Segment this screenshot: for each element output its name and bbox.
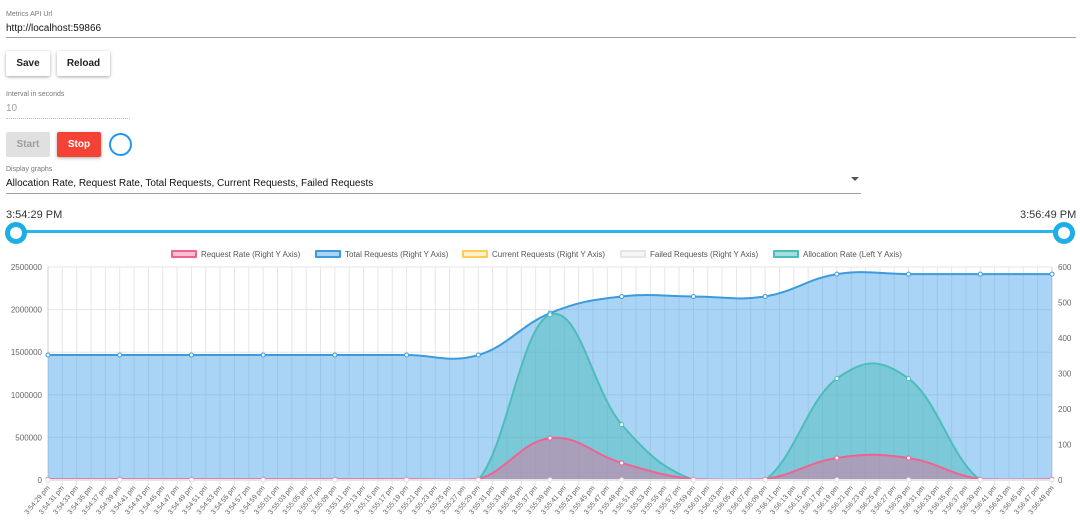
legend-label: Failed Requests (Right Y Axis) bbox=[650, 249, 759, 259]
data-point-failed-requests bbox=[547, 477, 553, 483]
data-point-total-requests bbox=[619, 293, 625, 299]
y-right-tick-label: 0 bbox=[1058, 476, 1063, 485]
data-point-total-requests bbox=[762, 293, 768, 299]
data-point-allocation-rate bbox=[834, 376, 840, 382]
legend-item[interactable]: Allocation Rate (Left Y Axis) bbox=[773, 248, 902, 260]
data-point-failed-requests bbox=[188, 477, 194, 483]
y-right-tick-label: 500 bbox=[1058, 299, 1072, 308]
data-point-failed-requests bbox=[475, 477, 481, 483]
legend-swatch bbox=[620, 250, 646, 258]
y-right-tick-label: 100 bbox=[1058, 441, 1072, 450]
y-left-tick-label: 2500000 bbox=[11, 263, 43, 272]
data-point-failed-requests bbox=[332, 477, 338, 483]
range-start-thumb[interactable] bbox=[5, 222, 27, 244]
stop-button[interactable]: Stop bbox=[57, 132, 101, 157]
data-point-failed-requests bbox=[619, 477, 625, 483]
range-end-label: 3:56:49 PM bbox=[1020, 209, 1077, 221]
data-point-total-requests bbox=[1049, 271, 1055, 277]
legend-item[interactable]: Request Rate (Right Y Axis) bbox=[171, 248, 300, 260]
metrics-api-underline bbox=[6, 37, 1076, 38]
data-point-total-requests bbox=[45, 352, 51, 358]
chevron-down-icon[interactable] bbox=[851, 177, 859, 181]
data-point-failed-requests bbox=[117, 477, 123, 483]
range-start-label: 3:54:29 PM bbox=[6, 209, 63, 221]
data-point-failed-requests bbox=[906, 477, 912, 483]
legend-swatch bbox=[171, 250, 197, 258]
data-point-total-requests bbox=[906, 271, 912, 277]
data-point-allocation-rate bbox=[547, 312, 553, 318]
y-left-tick-label: 1500000 bbox=[11, 348, 43, 357]
metrics-api-label: Metrics API Url bbox=[6, 11, 53, 18]
data-point-request-rate bbox=[834, 455, 840, 461]
interval-input[interactable]: 10 bbox=[6, 103, 18, 114]
data-point-failed-requests bbox=[762, 477, 768, 483]
data-point-total-requests bbox=[690, 293, 696, 299]
loading-spinner-icon bbox=[109, 133, 132, 156]
metrics-chart: 0 500000 1000000 1500000 2000000 2500000 0 100 2… bbox=[11, 263, 1072, 516]
data-point-failed-requests bbox=[45, 477, 51, 483]
display-graphs-label: Display graphs bbox=[6, 166, 53, 173]
data-point-request-rate bbox=[619, 460, 625, 466]
y-right-tick-label: 200 bbox=[1058, 405, 1072, 414]
legend-label: Allocation Rate (Left Y Axis) bbox=[803, 249, 902, 259]
legend-label: Request Rate (Right Y Axis) bbox=[201, 249, 301, 259]
y-left-tick-label: 500000 bbox=[15, 433, 42, 442]
data-point-request-rate bbox=[547, 435, 553, 441]
legend-item[interactable]: Current Requests (Right Y Axis) bbox=[462, 248, 605, 260]
data-point-failed-requests bbox=[690, 477, 696, 483]
data-point-request-rate bbox=[906, 455, 912, 461]
legend-label: Total Requests (Right Y Axis) bbox=[345, 249, 449, 259]
data-point-total-requests bbox=[117, 352, 123, 358]
data-point-total-requests bbox=[332, 352, 338, 358]
legend-swatch bbox=[773, 250, 799, 258]
interval-underline bbox=[6, 118, 130, 120]
interval-label: Interval in seconds bbox=[6, 91, 65, 98]
legend-swatch bbox=[462, 250, 488, 258]
data-point-total-requests bbox=[834, 271, 840, 277]
display-graphs-underline bbox=[6, 193, 861, 194]
data-point-failed-requests bbox=[834, 477, 840, 483]
data-point-total-requests bbox=[977, 271, 983, 277]
range-slider-track[interactable] bbox=[16, 230, 1066, 233]
data-point-total-requests bbox=[404, 352, 410, 358]
display-graphs-select[interactable]: Allocation Rate, Request Rate, Total Req… bbox=[6, 178, 374, 189]
data-point-failed-requests bbox=[977, 477, 983, 483]
y-left-tick-label: 2000000 bbox=[11, 306, 43, 315]
start-button[interactable]: Start bbox=[6, 132, 50, 157]
y-right-tick-label: 600 bbox=[1058, 263, 1072, 272]
y-left-tick-label: 1000000 bbox=[11, 391, 43, 400]
data-point-total-requests bbox=[260, 352, 266, 358]
reload-button[interactable]: Reload bbox=[57, 51, 110, 76]
legend-swatch bbox=[315, 250, 341, 258]
y-left-tick-label: 0 bbox=[38, 476, 43, 485]
data-point-failed-requests bbox=[404, 477, 410, 483]
legend-label: Current Requests (Right Y Axis) bbox=[492, 249, 606, 259]
metrics-api-input[interactable]: http://localhost:59866 bbox=[6, 23, 102, 34]
data-point-allocation-rate bbox=[619, 422, 625, 428]
series-area-allocation-rate bbox=[48, 313, 1052, 480]
data-point-failed-requests bbox=[260, 477, 266, 483]
legend-item[interactable]: Failed Requests (Right Y Axis) bbox=[620, 248, 758, 260]
legend-item[interactable]: Total Requests (Right Y Axis) bbox=[315, 248, 448, 260]
data-point-failed-requests bbox=[1049, 477, 1055, 483]
data-point-total-requests bbox=[475, 352, 481, 358]
save-button[interactable]: Save bbox=[6, 51, 50, 76]
y-right-tick-label: 300 bbox=[1058, 370, 1072, 379]
range-end-thumb[interactable] bbox=[1053, 222, 1075, 244]
y-right-tick-label: 400 bbox=[1058, 334, 1072, 343]
data-point-allocation-rate bbox=[906, 376, 912, 382]
data-point-total-requests bbox=[188, 352, 194, 358]
